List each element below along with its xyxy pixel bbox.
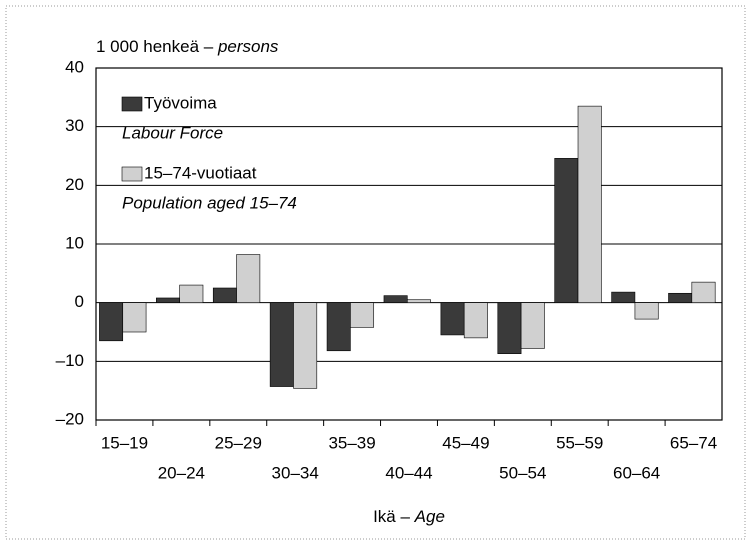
bar <box>554 158 579 303</box>
bar <box>269 302 294 387</box>
bar <box>212 287 237 303</box>
y-label-en: persons <box>217 37 279 56</box>
y-tick-label: 30 <box>65 116 84 135</box>
x-tick-label: 65–74 <box>670 433 717 452</box>
bar <box>440 302 465 336</box>
bar <box>156 297 180 303</box>
frame <box>5 5 746 540</box>
y-tick-label: –10 <box>56 351 84 370</box>
x-label-en: Age <box>414 507 445 526</box>
legend-swatch <box>121 166 143 182</box>
bar <box>577 105 602 303</box>
y-tick-label: 0 <box>75 292 84 311</box>
bar <box>122 302 147 333</box>
x-tick-label: 55–59 <box>556 433 603 452</box>
bar <box>463 302 488 339</box>
y-axis-label: 1 000 henkeä – persons <box>96 37 279 56</box>
bar <box>406 299 431 303</box>
bar <box>634 302 659 320</box>
bar <box>293 302 318 389</box>
x-tick-label: 45–49 <box>442 433 489 452</box>
y-tick-label: 40 <box>65 57 84 76</box>
plot-border <box>95 67 723 421</box>
x-tick-label: 60–64 <box>613 463 660 482</box>
legend-label: 15–74-vuotiaat <box>144 163 257 182</box>
x-tick-label: 40–44 <box>385 463 432 482</box>
legend-swatch <box>121 96 143 112</box>
legend-label: Työvoima <box>144 93 217 112</box>
bar <box>350 302 375 328</box>
bar <box>99 302 124 342</box>
x-label-fi: Ikä – <box>373 507 410 526</box>
bar <box>497 302 522 355</box>
bar <box>668 292 693 303</box>
y-tick-label: 20 <box>65 175 84 194</box>
y-label-fi: 1 000 henkeä – <box>96 37 214 56</box>
bar <box>236 254 261 303</box>
x-tick-label: 35–39 <box>328 433 375 452</box>
x-tick-label: 15–19 <box>101 433 148 452</box>
x-tick-label: 50–54 <box>499 463 546 482</box>
x-tick-label: 30–34 <box>272 463 319 482</box>
x-axis-label: Ikä – Age <box>373 507 445 526</box>
y-tick-label: –20 <box>56 409 84 428</box>
bar <box>520 302 545 349</box>
bar <box>691 281 716 303</box>
bar <box>611 291 636 303</box>
legend-label-en: Labour Force <box>122 123 223 142</box>
y-tick-label: 10 <box>65 233 84 252</box>
x-tick-label: 20–24 <box>158 463 205 482</box>
bar <box>179 284 204 303</box>
legend-label-en: Population aged 15–74 <box>122 193 297 212</box>
bar <box>326 302 351 352</box>
x-tick-label: 25–29 <box>215 433 262 452</box>
bar <box>383 295 408 303</box>
